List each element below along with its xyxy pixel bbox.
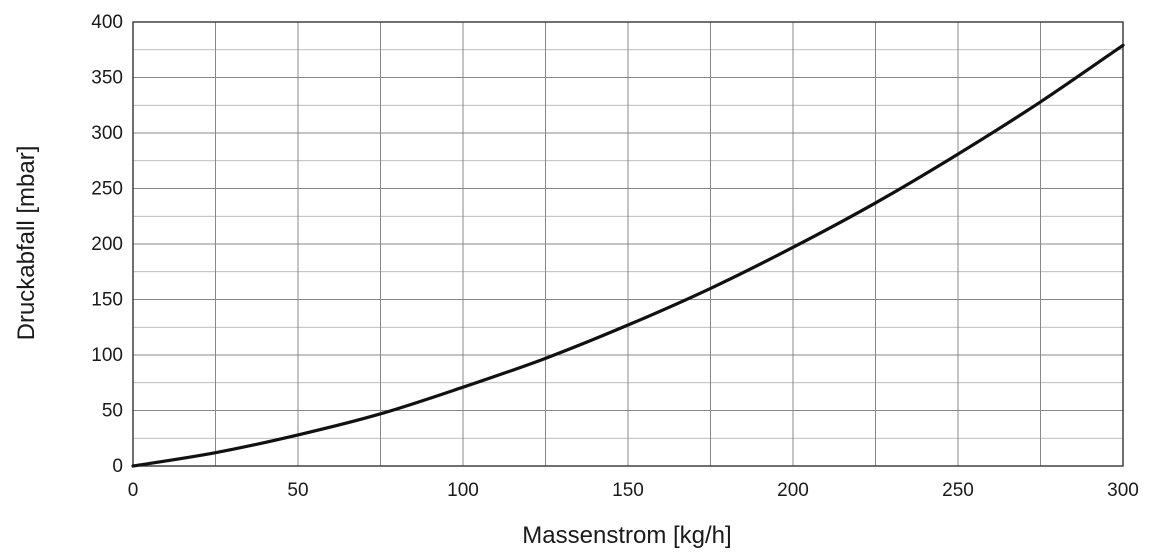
y-tick-label: 50 [102,401,123,422]
x-tick-label: 150 [612,480,644,501]
y-tick-labels: 0 50 100 150 200 250 300 350 400 [91,12,123,477]
y-tick-label: 150 [91,290,123,311]
y-tick-label: 350 [91,68,123,89]
y-tick-label: 250 [91,179,123,200]
x-tick-label: 250 [942,480,974,501]
curve-layer [131,43,1125,468]
pressure-drop-curve [131,43,1125,468]
x-tick-label: 50 [287,480,308,501]
y-tick-label: 300 [91,123,123,144]
y-tick-label: 200 [91,234,123,255]
y-tick-label: 100 [91,345,123,366]
x-axis-title: Massenstrom [kg/h] [522,522,731,549]
grid-major-lines [133,22,1123,466]
y-axis-title: Druckabfall [mbar] [13,146,40,341]
x-tick-label: 200 [777,480,809,501]
x-tick-label: 300 [1107,480,1139,501]
x-tick-label: 100 [447,480,479,501]
y-tick-label: 400 [91,12,123,33]
plot-frame [132,21,1124,467]
x-tick-labels: 0 50 100 150 200 250 300 [128,480,1139,501]
x-tick-label: 0 [128,480,139,501]
y-tick-label: 0 [112,456,123,477]
